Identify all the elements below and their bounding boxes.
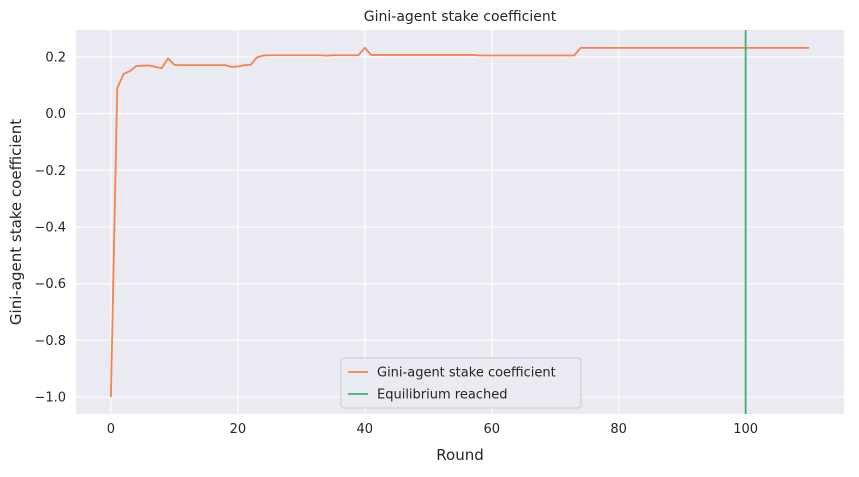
- y-tick-label: 0.0: [45, 107, 66, 122]
- y-tick-label: −0.2: [34, 164, 66, 179]
- y-tick-label: −0.6: [34, 277, 66, 292]
- chart-title: Gini-agent stake coefficient: [364, 9, 557, 25]
- legend-label-gini: Gini-agent stake coefficient: [377, 366, 556, 381]
- legend-box: [340, 357, 582, 409]
- x-tick-label: 100: [733, 422, 758, 437]
- series-layer: [110, 30, 810, 414]
- x-tick-label: 40: [357, 422, 374, 437]
- y-tick-label: 0.2: [45, 50, 66, 65]
- x-tick-label: 0: [107, 422, 115, 437]
- legend-label-equilibrium: Equilibrium reached: [377, 388, 507, 403]
- x-tick-label: 80: [610, 422, 627, 437]
- y-tick-label: −1.0: [34, 390, 66, 405]
- y-axis-label: Gini-agent stake coefficient: [7, 119, 25, 325]
- y-tick-label: −0.8: [34, 334, 66, 349]
- legend: Gini-agent stake coefficient Equilibrium…: [340, 357, 582, 409]
- plot-area: [76, 30, 844, 414]
- x-tick-label: 60: [483, 422, 500, 437]
- tick-labels: 0 20 40 60 80 100 −1.0 −0.8 −0.6 −0.4 −0.2 0.0 0.2: [34, 50, 758, 437]
- x-axis-label: Round: [436, 446, 483, 464]
- x-tick-label: 20: [230, 422, 247, 437]
- y-tick-label: −0.4: [34, 220, 66, 235]
- series-line-gini: [110, 46, 810, 398]
